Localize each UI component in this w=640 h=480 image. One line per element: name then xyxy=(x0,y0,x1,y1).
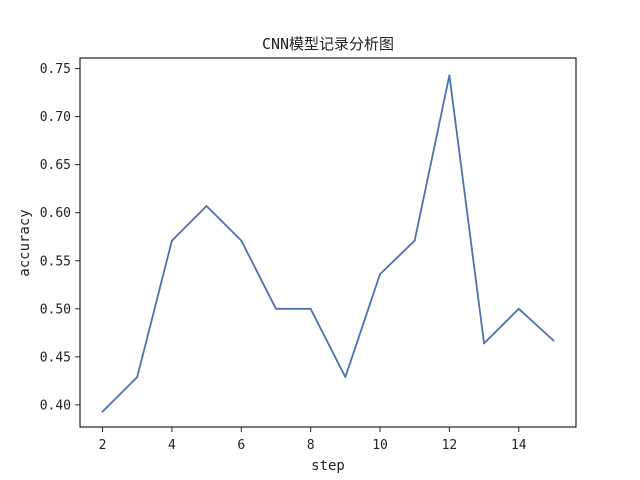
data-point xyxy=(240,239,243,242)
y-tick-label: 0.55 xyxy=(40,254,71,269)
y-tick-label: 0.75 xyxy=(40,62,71,77)
y-axis-label: accuracy xyxy=(17,209,33,276)
data-point xyxy=(517,307,520,310)
data-point xyxy=(344,376,347,378)
y-tick-label: 0.45 xyxy=(40,350,71,365)
x-tick-label: 2 xyxy=(99,438,107,453)
x-tick-label: 12 xyxy=(442,438,458,453)
x-tick-label: 14 xyxy=(511,438,527,453)
data-point xyxy=(448,74,451,77)
y-tick-label: 0.70 xyxy=(40,110,71,125)
x-tick-label: 4 xyxy=(168,438,176,453)
data-point xyxy=(379,273,381,276)
x-tick-label: 10 xyxy=(372,438,388,453)
data-point xyxy=(413,239,416,242)
x-tick-label: 6 xyxy=(237,438,245,453)
data-point xyxy=(136,376,139,378)
series-line-0 xyxy=(101,74,555,413)
y-tick-label: 0.60 xyxy=(40,206,71,221)
axis-ticks: 2 4 6 8 10 12 14 0.40 0.45 0.50 0.55 0.60 0.65 0.70 0.… xyxy=(40,62,527,453)
data-point xyxy=(552,339,555,342)
y-tick-label: 0.65 xyxy=(40,158,71,173)
data-point xyxy=(171,239,173,242)
x-axis-label: step xyxy=(311,458,345,474)
chart-title: CNN模型记录分析图 xyxy=(262,35,394,53)
y-tick-label: 0.50 xyxy=(40,302,71,317)
data-point xyxy=(205,205,208,207)
x-tick-label: 8 xyxy=(307,438,315,453)
data-point xyxy=(275,307,277,310)
data-point xyxy=(101,410,104,413)
y-tick-label: 0.40 xyxy=(40,398,71,413)
plot-frame xyxy=(79,57,577,428)
data-point xyxy=(309,307,312,310)
data-point xyxy=(483,342,485,345)
plot-area xyxy=(79,57,577,428)
